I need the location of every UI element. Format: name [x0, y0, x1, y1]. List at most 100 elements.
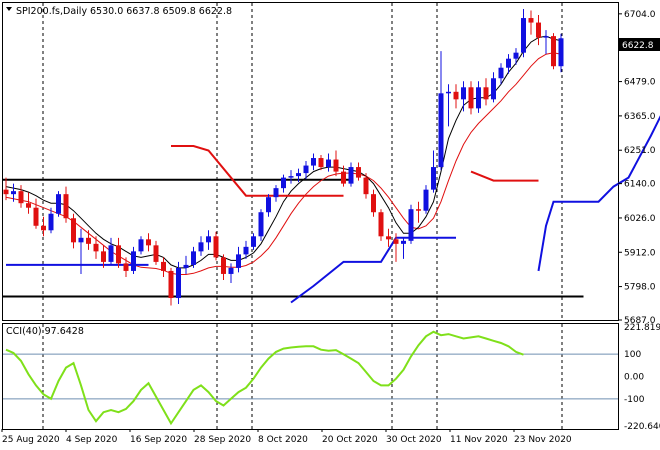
bearish-candle-body: [161, 261, 166, 271]
price-tick-label: 6704.0: [624, 10, 656, 20]
cci-tick-label: 100: [624, 350, 641, 360]
bullish-candle-body: [56, 194, 61, 214]
candlesticks: [3, 9, 564, 306]
price-panel-frame: [2, 2, 619, 321]
time-axis-label: 30 Oct 2020: [386, 435, 442, 445]
time-axis-label: 25 Aug 2020: [2, 435, 60, 445]
bullish-candle-body: [183, 264, 189, 268]
current-price-label: 6622.8: [622, 41, 654, 51]
bearish-candle-body: [416, 209, 421, 211]
bullish-candle-body: [513, 52, 519, 59]
cci-axis-ticks: 221.8193 100 0.00 -100 -220.640: [624, 323, 660, 432]
ohlc-readout: 6530.0 6637.8 6509.8 6622.8: [90, 6, 232, 17]
bullish-candle-body: [251, 236, 256, 247]
bullish-candle-body: [558, 38, 564, 67]
bullish-candle-body: [423, 189, 429, 211]
bearish-candle-body: [453, 91, 459, 100]
bearish-candle-body: [371, 194, 376, 213]
price-tick-label: 6365.0: [624, 112, 656, 122]
bullish-candle-body: [296, 173, 301, 177]
bearish-candle-body: [18, 191, 24, 204]
bearish-candle-body: [393, 239, 399, 244]
collapse-triangle-icon[interactable]: [6, 7, 12, 11]
bullish-candle-body: [521, 18, 526, 53]
trailing-stop-up-line: [290, 236, 456, 304]
bearish-candle-body: [41, 225, 46, 231]
bearish-candle-body: [333, 159, 339, 172]
bearish-candle-body: [536, 22, 541, 38]
time-axis-label: 28 Sep 2020: [194, 435, 251, 445]
bearish-candle-body: [146, 239, 151, 246]
bullish-candle-body: [78, 237, 84, 243]
bullish-candle-body: [266, 197, 271, 213]
bullish-candle-body: [131, 251, 136, 271]
fast-moving-average-line: [5, 35, 562, 269]
cci-grid: [3, 324, 618, 429]
time-axis-label: 11 Nov 2020: [450, 435, 508, 445]
bullish-candle-body: [258, 212, 264, 237]
bullish-candle-body: [11, 191, 16, 195]
bearish-candle-body: [63, 194, 69, 219]
bearish-candle-body: [356, 167, 361, 178]
bullish-candle-body: [48, 213, 54, 231]
cci-tick-label: -100: [624, 395, 645, 405]
bullish-candle-body: [273, 188, 279, 198]
price-grid: [42, 3, 563, 320]
bearish-candle-body: [93, 243, 99, 252]
bearish-candle-body: [86, 237, 91, 244]
bullish-candle-body: [506, 58, 511, 68]
bullish-candle-body: [326, 159, 331, 168]
trailing-stop-down-line: [171, 145, 344, 197]
price-tick-label: 5912.0: [624, 248, 656, 258]
bullish-candle-body: [311, 158, 316, 166]
bullish-candle-body: [198, 242, 204, 252]
bearish-candle-body: [318, 158, 324, 168]
bullish-candle-body: [408, 209, 414, 241]
bearish-candle-body: [3, 189, 9, 195]
trailing-stop-down-line: [470, 170, 539, 182]
bullish-candle-body: [446, 91, 451, 94]
bullish-candle-body: [206, 236, 211, 243]
cci-indicator-line: [5, 330, 524, 426]
bearish-candle-body: [33, 207, 39, 226]
price-tick-label: 5798.0: [624, 283, 656, 293]
bullish-candle-body: [461, 87, 466, 100]
cci-tick-label: -220.640: [624, 422, 660, 432]
price-tick-label: 6140.0: [624, 180, 656, 190]
bullish-candle-body: [176, 267, 181, 299]
bearish-candle-body: [378, 212, 384, 237]
bullish-candle-body: [401, 240, 406, 244]
bullish-candle-body: [303, 165, 309, 174]
bearish-candle-body: [468, 87, 474, 109]
time-axis-label: 8 Oct 2020: [258, 435, 308, 445]
cci-line: [5, 330, 524, 426]
slow-moving-average-line: [5, 52, 562, 275]
cci-tick-label: 221.8193: [624, 323, 660, 333]
bullish-candle-body: [498, 67, 504, 79]
symbol-label: SPI200.fs,Daily: [16, 6, 87, 17]
bullish-candle-body: [228, 267, 234, 274]
bearish-candle-body: [341, 171, 346, 184]
bearish-candle-body: [26, 203, 31, 208]
bearish-candle-body: [153, 245, 159, 262]
current-price-box: [619, 38, 660, 51]
cci-label: CCI(40) 97.6428: [6, 326, 84, 337]
price-tick-label: 6251.0: [624, 146, 656, 156]
trailing-stop-up-line: [537, 115, 660, 272]
bearish-candle-body: [101, 251, 106, 262]
price-tick-label: 6026.0: [624, 214, 656, 224]
price-axis-ticks: 6704.06590.06479.06365.06251.06140.06026…: [618, 10, 656, 326]
time-axis-labels: 25 Aug 2020 4 Sep 2020 16 Sep 2020 28 Sep 2…: [1, 429, 572, 445]
horizontal-level-lines: [3, 178, 584, 298]
bearish-candle-body: [71, 218, 76, 243]
bearish-candle-body: [386, 236, 391, 240]
bearish-candle-body: [363, 177, 369, 195]
bearish-candle-body: [123, 263, 129, 271]
bearish-candle-body: [213, 236, 219, 258]
time-axis-label: 16 Sep 2020: [130, 435, 187, 445]
bearish-candle-body: [168, 270, 174, 299]
bullish-candle-body: [281, 177, 286, 189]
bullish-candle-body: [431, 167, 436, 190]
time-axis-label: 20 Oct 2020: [322, 435, 378, 445]
